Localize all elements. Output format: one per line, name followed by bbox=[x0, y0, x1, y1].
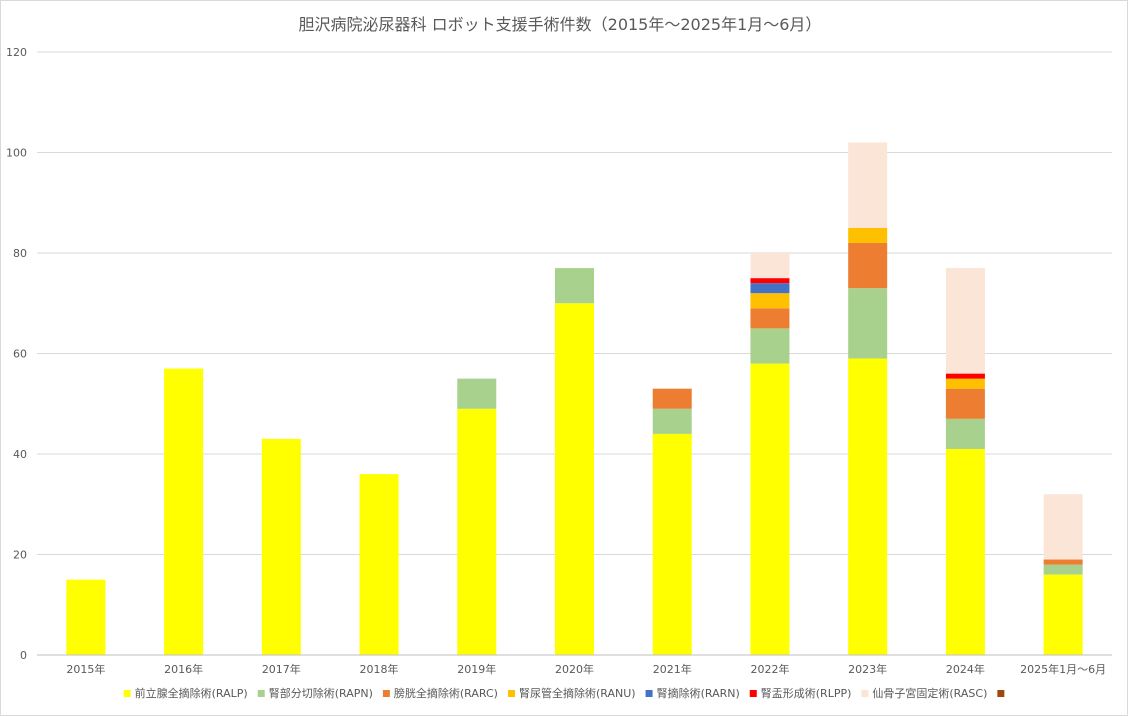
bars: 2015年 2016年 2017年 2018年 2019年 2020年 2021年 2022年… bbox=[66, 142, 1106, 676]
bar-segment bbox=[750, 278, 790, 284]
bar-segment bbox=[164, 368, 204, 655]
bar-segment bbox=[652, 388, 692, 409]
bar-segment bbox=[750, 253, 790, 279]
legend-label: 腎部分切除術(RAPN) bbox=[269, 686, 373, 700]
y-tick-label: 80 bbox=[13, 247, 27, 260]
bar-segment bbox=[66, 579, 106, 655]
legend-item: 腎盂形成術(RLPP) bbox=[749, 687, 852, 700]
bar-segment bbox=[750, 283, 790, 294]
bar-segment bbox=[945, 268, 985, 374]
bar-segment bbox=[457, 408, 497, 655]
y-tick-label: 100 bbox=[6, 147, 27, 160]
y-tick-label: 0 bbox=[20, 649, 27, 662]
bar-segment bbox=[750, 363, 790, 655]
x-tick-label: 2019年 bbox=[457, 662, 496, 676]
bar-segment bbox=[1043, 559, 1083, 565]
legend-swatch bbox=[997, 690, 1005, 697]
bar-segment bbox=[555, 303, 594, 655]
bar-segment bbox=[750, 308, 790, 329]
x-tick-label: 2020年 bbox=[555, 662, 594, 676]
bar-segment bbox=[359, 474, 399, 655]
legend-label: 仙骨子宮固定術(RASC) bbox=[872, 686, 987, 700]
bar-segment bbox=[457, 378, 497, 409]
x-tick-label: 2025年1月～6月 bbox=[1020, 662, 1106, 676]
x-tick-label: 2016年 bbox=[164, 662, 203, 676]
bar-segment bbox=[848, 358, 888, 655]
legend-item: 前立腺全摘除術(RALP) bbox=[123, 686, 248, 700]
bar-segment bbox=[848, 227, 888, 243]
legend-swatch bbox=[645, 690, 653, 697]
bar-segment bbox=[1043, 494, 1083, 560]
legend: 前立腺全摘除術(RALP) 腎部分切除術(RAPN) 膀胱全摘除術(RARC) 腎尿管… bbox=[123, 686, 1005, 700]
chart-title: 胆沢病院泌尿器科 ロボット支援手術件数（2015年～2025年1月～6月） bbox=[299, 15, 822, 34]
bar-segment bbox=[848, 288, 888, 359]
bar-segment bbox=[652, 408, 692, 434]
bar-segment bbox=[1043, 574, 1083, 655]
y-tick-label: 120 bbox=[6, 46, 27, 59]
bar-segment bbox=[848, 242, 888, 289]
legend-label: 腎摘除術(RARN) bbox=[657, 686, 740, 700]
x-tick-label: 2023年 bbox=[848, 662, 887, 676]
legend-swatch bbox=[507, 690, 515, 697]
legend-swatch bbox=[123, 690, 131, 697]
bar-segment bbox=[945, 388, 985, 419]
bar-segment bbox=[750, 293, 790, 309]
x-tick-label: 2022年 bbox=[750, 662, 789, 676]
legend-label: 腎尿管全摘除術(RANU) bbox=[519, 686, 636, 700]
x-tick-label: 2018年 bbox=[360, 662, 399, 676]
bar-segment bbox=[261, 438, 301, 655]
legend-swatch bbox=[257, 690, 265, 697]
y-tick-label: 40 bbox=[13, 448, 27, 461]
legend-swatch bbox=[861, 690, 869, 697]
x-tick-label: 2024年 bbox=[946, 662, 985, 676]
bar-segment bbox=[945, 378, 985, 389]
legend-item: 腎尿管全摘除術(RANU) bbox=[507, 686, 636, 700]
bar-segment bbox=[945, 373, 985, 379]
bar-segment bbox=[945, 418, 985, 449]
bar-segment bbox=[848, 142, 888, 228]
x-tick-label: 2017年 bbox=[262, 662, 301, 676]
legend-item bbox=[997, 690, 1005, 697]
legend-item: 腎摘除術(RARN) bbox=[645, 686, 740, 700]
legend-item: 仙骨子宮固定術(RASC) bbox=[861, 686, 987, 700]
x-tick-label: 2021年 bbox=[653, 662, 692, 676]
legend-label: 腎盂形成術(RLPP) bbox=[761, 687, 852, 700]
bar-segment bbox=[555, 268, 594, 304]
legend-label: 前立腺全摘除術(RALP) bbox=[135, 686, 248, 700]
legend-item: 腎部分切除術(RAPN) bbox=[257, 686, 373, 700]
x-tick-label: 2015年 bbox=[66, 662, 105, 676]
bar-segment bbox=[652, 433, 692, 655]
legend-label: 膀胱全摘除術(RARC) bbox=[394, 686, 498, 700]
legend-item: 膀胱全摘除術(RARC) bbox=[382, 686, 498, 700]
bar-segment bbox=[945, 448, 985, 655]
bar-segment bbox=[1043, 564, 1083, 575]
bar-segment bbox=[750, 328, 790, 364]
y-tick-label: 60 bbox=[13, 348, 27, 361]
y-tick-label: 20 bbox=[13, 549, 27, 562]
legend-swatch bbox=[382, 690, 390, 697]
legend-swatch bbox=[749, 690, 757, 697]
